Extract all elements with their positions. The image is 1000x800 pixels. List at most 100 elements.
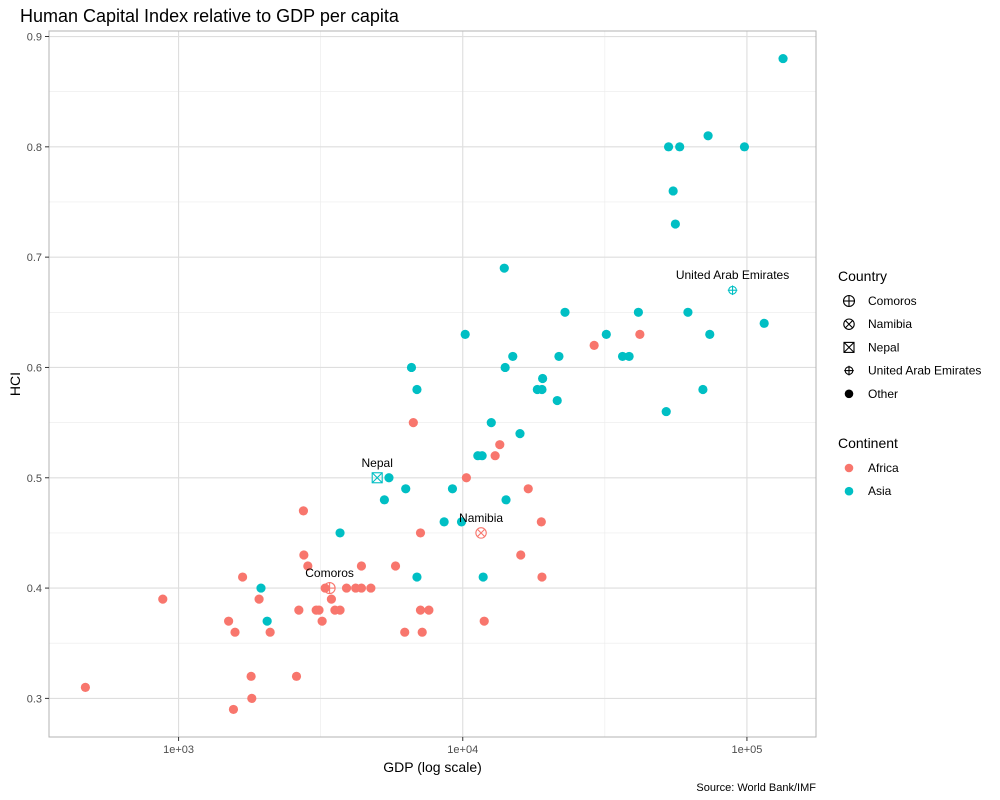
data-points: [80, 53, 788, 715]
data-point-africa: [424, 605, 434, 615]
data-point-asia: [335, 528, 345, 538]
data-point-asia: [477, 451, 487, 461]
data-point-africa: [415, 605, 426, 615]
y-tick-label: 0.8: [27, 142, 42, 154]
data-point-asia: [675, 142, 685, 152]
data-point-africa: [291, 671, 302, 681]
data-point-asia: [624, 351, 634, 362]
plot-border: [48, 30, 817, 738]
data-point-africa: [317, 616, 327, 626]
data-point-africa: [224, 616, 234, 626]
legend-key-comoros: [842, 294, 856, 308]
data-point-africa: [158, 594, 168, 604]
data-point-asia: [499, 263, 509, 273]
x-tick-label: 1e+04: [447, 744, 478, 756]
data-point-africa: [415, 528, 426, 538]
legend-label-comoros: Comoros: [868, 294, 917, 308]
data-point-africa: [326, 594, 337, 604]
data-point-asia: [703, 131, 713, 141]
data-point-africa: [635, 329, 645, 339]
data-point-asia: [663, 142, 674, 152]
legend-label-united-arab-emirates: United Arab Emirates: [868, 364, 981, 378]
data-point-africa: [479, 616, 489, 626]
data-point-africa: [516, 550, 526, 560]
x-tick-label: 1e+03: [163, 744, 194, 756]
data-point-africa: [298, 506, 309, 516]
axis-ticks: 1e+03 1e+04 1e+05 0.3 0.4 0.5 0.6 0.7 0.8 0.9: [27, 32, 763, 756]
legend-key-other: [844, 389, 854, 399]
y-tick-label: 0.3: [27, 693, 42, 705]
highlighted-points: [323, 285, 738, 595]
data-point-africa: [294, 605, 304, 615]
data-point-asia: [412, 572, 422, 582]
data-point-africa: [237, 572, 248, 582]
data-point-asia: [460, 329, 470, 339]
annotation-namibia: Namibia: [459, 511, 503, 525]
point-annotations: United Arab Emirates Nepal Namibia Comoros: [305, 268, 789, 580]
data-point-africa: [589, 340, 599, 350]
y-axis-title: HCI: [7, 372, 23, 396]
legend-label-other: Other: [868, 387, 898, 401]
source-caption: Source: World Bank/IMF: [696, 782, 816, 794]
data-point-africa: [246, 671, 256, 681]
data-point-asia: [560, 307, 570, 317]
data-point-asia: [778, 53, 788, 64]
data-point-asia: [384, 473, 394, 483]
legend-label-asia: Asia: [868, 484, 892, 498]
highlight-point-comoros: [323, 582, 336, 595]
data-point-asia: [406, 362, 417, 373]
data-point-africa: [495, 440, 505, 450]
chart-title: Human Capital Index relative to GDP per …: [20, 6, 400, 26]
data-point-africa: [303, 561, 313, 571]
data-point-africa: [254, 594, 264, 604]
data-point-asia: [554, 351, 564, 362]
legend-key-africa: [844, 463, 854, 473]
data-point-asia: [601, 329, 611, 339]
data-point-africa: [366, 583, 376, 593]
data-point-africa: [299, 550, 309, 560]
data-point-asia: [668, 186, 678, 196]
data-point-asia: [515, 429, 525, 439]
data-point-africa: [265, 627, 275, 637]
legend-key-united-arab-emirates: [844, 365, 854, 376]
data-point-asia: [508, 351, 518, 362]
data-point-asia: [501, 495, 511, 505]
data-point-africa: [228, 704, 239, 715]
legend-key-asia: [844, 486, 854, 496]
data-point-asia: [552, 395, 562, 406]
data-point-africa: [335, 605, 345, 615]
x-tick-label: 1e+05: [731, 744, 762, 756]
data-point-africa: [537, 572, 547, 582]
data-point-asia: [683, 307, 693, 317]
plot-panel: [49, 31, 816, 737]
data-point-asia: [447, 484, 458, 494]
data-point-africa: [536, 517, 546, 527]
data-point-africa: [80, 682, 90, 692]
data-point-asia: [262, 616, 272, 626]
y-tick-label: 0.5: [27, 473, 42, 485]
data-point-africa: [417, 627, 427, 637]
data-point-asia: [537, 384, 547, 395]
legend-key-nepal: [843, 341, 855, 353]
data-point-africa: [247, 693, 257, 703]
data-point-africa: [356, 561, 367, 571]
legend-key-namibia: [843, 318, 855, 330]
data-point-africa: [490, 451, 500, 461]
data-point-asia: [670, 219, 680, 229]
data-point-africa: [230, 627, 240, 637]
y-tick-label: 0.9: [27, 32, 42, 44]
data-point-asia: [698, 384, 708, 395]
data-point-asia: [538, 373, 548, 384]
y-tick-label: 0.4: [27, 583, 42, 595]
legend-label-namibia: Namibia: [868, 317, 912, 331]
annotation-comoros: Comoros: [305, 566, 354, 580]
data-point-asia: [478, 572, 488, 582]
annotation-nepal: Nepal: [362, 456, 393, 470]
data-point-asia: [486, 418, 496, 428]
legend-continent-title: Continent: [838, 435, 898, 451]
data-point-asia: [256, 583, 266, 593]
data-point-africa: [408, 418, 418, 428]
data-point-africa: [390, 561, 401, 571]
data-point-asia: [705, 329, 715, 339]
data-point-asia: [661, 406, 671, 417]
